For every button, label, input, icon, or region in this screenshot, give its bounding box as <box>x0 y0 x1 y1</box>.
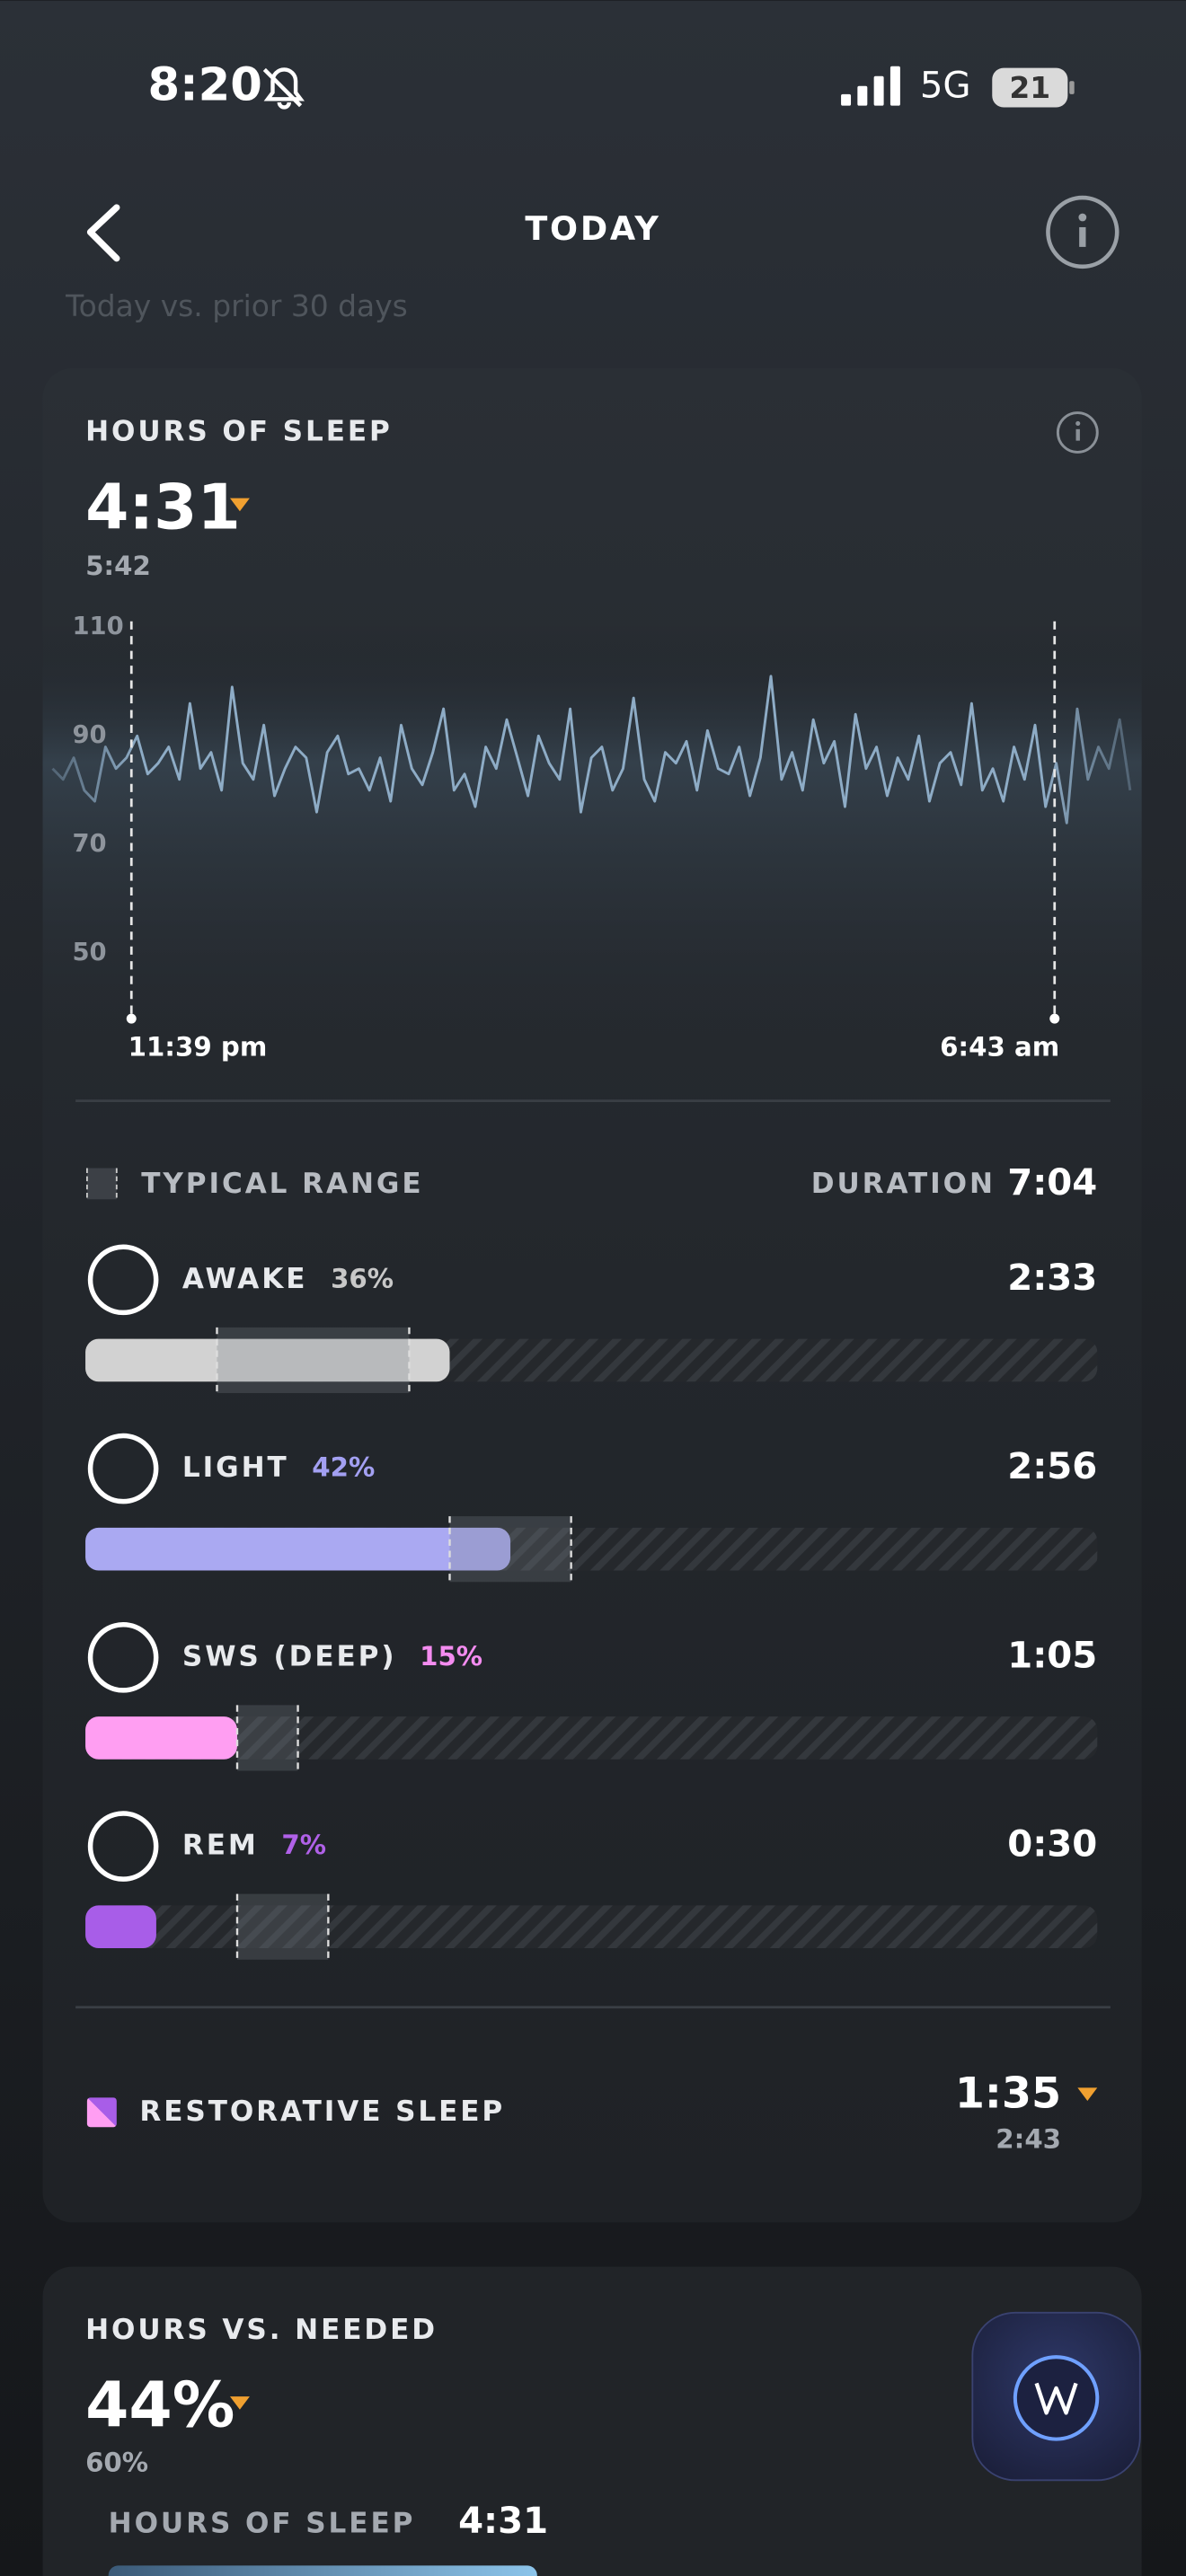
row-label: HOURS OF SLEEP <box>109 2508 416 2540</box>
sleep-baseline: 5:42 <box>85 551 151 581</box>
needed-value: 44% <box>85 2370 235 2442</box>
stages: AWAKE 36% 2:33 LIGHT 42% 2:56 SWS (DEEP) 15% 1:0… <box>85 1244 1098 1960</box>
clock: 8:20 <box>148 58 262 112</box>
stage-bar <box>85 1527 511 1571</box>
stage-icon <box>87 1244 159 1316</box>
stage-duration: 2:56 <box>1007 1446 1097 1487</box>
battery-cap <box>1069 81 1075 94</box>
back-button[interactable] <box>86 204 120 262</box>
heart-rate-line <box>51 675 1132 825</box>
signal-icon <box>841 66 900 106</box>
sleep-value: 4:31 <box>85 472 241 543</box>
stage-percent: 42% <box>312 1452 375 1483</box>
stage-duration: 2:33 <box>1007 1257 1097 1299</box>
y-tick-label: 90 <box>72 721 106 749</box>
typical-range <box>237 1705 298 1771</box>
bar-track <box>85 1905 1098 1948</box>
bar-track <box>85 1716 1098 1760</box>
trend-down <box>1077 2087 1098 2101</box>
duration-label: DURATION <box>811 1168 996 1200</box>
progress-bar <box>108 2565 537 2576</box>
nav-title: TODAY <box>525 209 660 248</box>
y-tick-label: 110 <box>72 613 123 640</box>
chart-band <box>42 624 1142 1019</box>
needed-baseline: 60% <box>85 2448 148 2478</box>
info-button[interactable] <box>1046 195 1120 269</box>
restorative-icon <box>86 2097 117 2128</box>
stage-name: LIGHT <box>182 1451 289 1484</box>
typical-range <box>449 1516 571 1583</box>
stage-duration: 1:05 <box>1007 1635 1097 1676</box>
typical-range <box>217 1327 410 1394</box>
card-info[interactable] <box>1056 411 1099 454</box>
stage-percent: 36% <box>331 1263 394 1293</box>
time-label: 11:39 pm <box>128 1032 268 1063</box>
row-value: 4:31 <box>458 2501 548 2542</box>
restorative-label: RESTORATIVE SLEEP <box>139 2095 505 2128</box>
boundary-dot <box>1049 1013 1060 1024</box>
restorative-value: 1:35 <box>955 2069 1061 2119</box>
stage-bar <box>85 1905 156 1948</box>
stage-percent: 15% <box>420 1641 482 1672</box>
typical-range-icon <box>85 1168 118 1200</box>
stage-name: AWAKE <box>182 1263 308 1295</box>
y-tick-label: 70 <box>72 830 106 858</box>
network: 5G <box>920 66 971 107</box>
trend-down <box>229 2396 250 2410</box>
coach-button[interactable] <box>971 2311 1141 2482</box>
typical-range <box>237 1893 329 1960</box>
boundary-dot <box>126 1013 137 1024</box>
silent-icon <box>262 67 305 110</box>
stage-duration: 0:30 <box>1007 1824 1097 1866</box>
stage-percent: 7% <box>281 1830 326 1860</box>
y-tick-label: 50 <box>72 939 106 966</box>
stage-icon <box>87 1811 159 1882</box>
heart-rate-chart: 50 70 90 110 11:39 pm 6:43 am <box>51 613 1132 1063</box>
battery <box>992 67 1068 108</box>
card-title: HOURS OF SLEEP <box>85 415 393 447</box>
restorative-baseline: 2:43 <box>996 2123 1061 2154</box>
stage-name: SWS (DEEP) <box>182 1640 397 1672</box>
card-title: HOURS VS. NEEDED <box>85 2314 438 2346</box>
legend-label: TYPICAL RANGE <box>141 1168 423 1200</box>
stage-bar <box>85 1338 450 1382</box>
total-duration: 7:04 <box>1007 1162 1097 1204</box>
stage-icon <box>87 1433 159 1504</box>
stage-name: REM <box>182 1830 259 1862</box>
trend-down <box>229 498 250 512</box>
subtitle: Today vs. prior 30 days <box>65 288 408 323</box>
stage-icon <box>87 1622 159 1693</box>
needed-card <box>42 2266 1142 2576</box>
battery-level: 21 <box>1009 70 1050 105</box>
stage-bar <box>85 1716 238 1760</box>
time-label: 6:43 am <box>940 1032 1059 1063</box>
